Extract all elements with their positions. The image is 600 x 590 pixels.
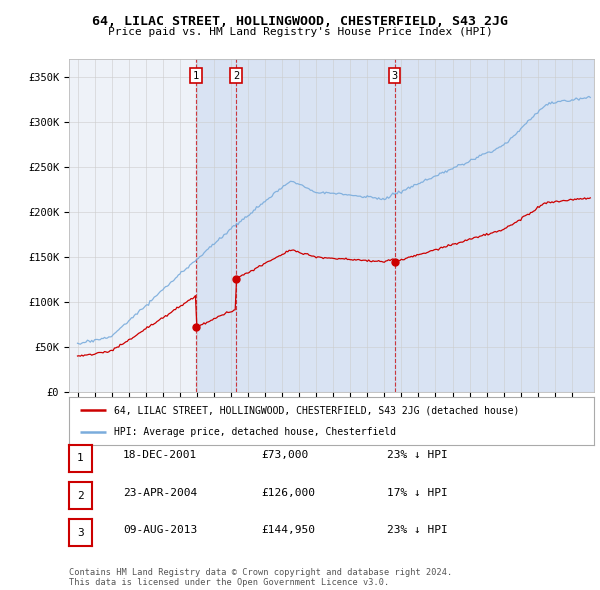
Bar	[196, 59, 236, 392]
Text: £126,000: £126,000	[261, 488, 315, 497]
Text: This data is licensed under the Open Government Licence v3.0.: This data is licensed under the Open Gov…	[69, 578, 389, 587]
Text: 2: 2	[77, 491, 84, 500]
Text: 64, LILAC STREET, HOLLINGWOOD, CHESTERFIELD, S43 2JG: 64, LILAC STREET, HOLLINGWOOD, CHESTERFI…	[92, 15, 508, 28]
Text: Contains HM Land Registry data © Crown copyright and database right 2024.: Contains HM Land Registry data © Crown c…	[69, 568, 452, 577]
Text: 17% ↓ HPI: 17% ↓ HPI	[387, 488, 448, 497]
Text: 3: 3	[391, 71, 398, 81]
Text: 23-APR-2004: 23-APR-2004	[123, 488, 197, 497]
Text: £73,000: £73,000	[261, 451, 308, 460]
Text: £144,950: £144,950	[261, 525, 315, 535]
Point	[232, 274, 241, 284]
Text: 3: 3	[77, 528, 84, 537]
Text: 23% ↓ HPI: 23% ↓ HPI	[387, 525, 448, 535]
Text: 18-DEC-2001: 18-DEC-2001	[123, 451, 197, 460]
Text: 2: 2	[233, 71, 239, 81]
Text: 1: 1	[193, 71, 199, 81]
Text: 1: 1	[77, 454, 84, 463]
Point	[191, 322, 201, 332]
Text: Price paid vs. HM Land Registry's House Price Index (HPI): Price paid vs. HM Land Registry's House …	[107, 27, 493, 37]
Bar	[395, 59, 594, 392]
Bar	[236, 59, 395, 392]
Point	[390, 257, 400, 267]
Text: 09-AUG-2013: 09-AUG-2013	[123, 525, 197, 535]
Text: HPI: Average price, detached house, Chesterfield: HPI: Average price, detached house, Ches…	[113, 427, 395, 437]
Text: 64, LILAC STREET, HOLLINGWOOD, CHESTERFIELD, S43 2JG (detached house): 64, LILAC STREET, HOLLINGWOOD, CHESTERFI…	[113, 405, 519, 415]
Text: 23% ↓ HPI: 23% ↓ HPI	[387, 451, 448, 460]
